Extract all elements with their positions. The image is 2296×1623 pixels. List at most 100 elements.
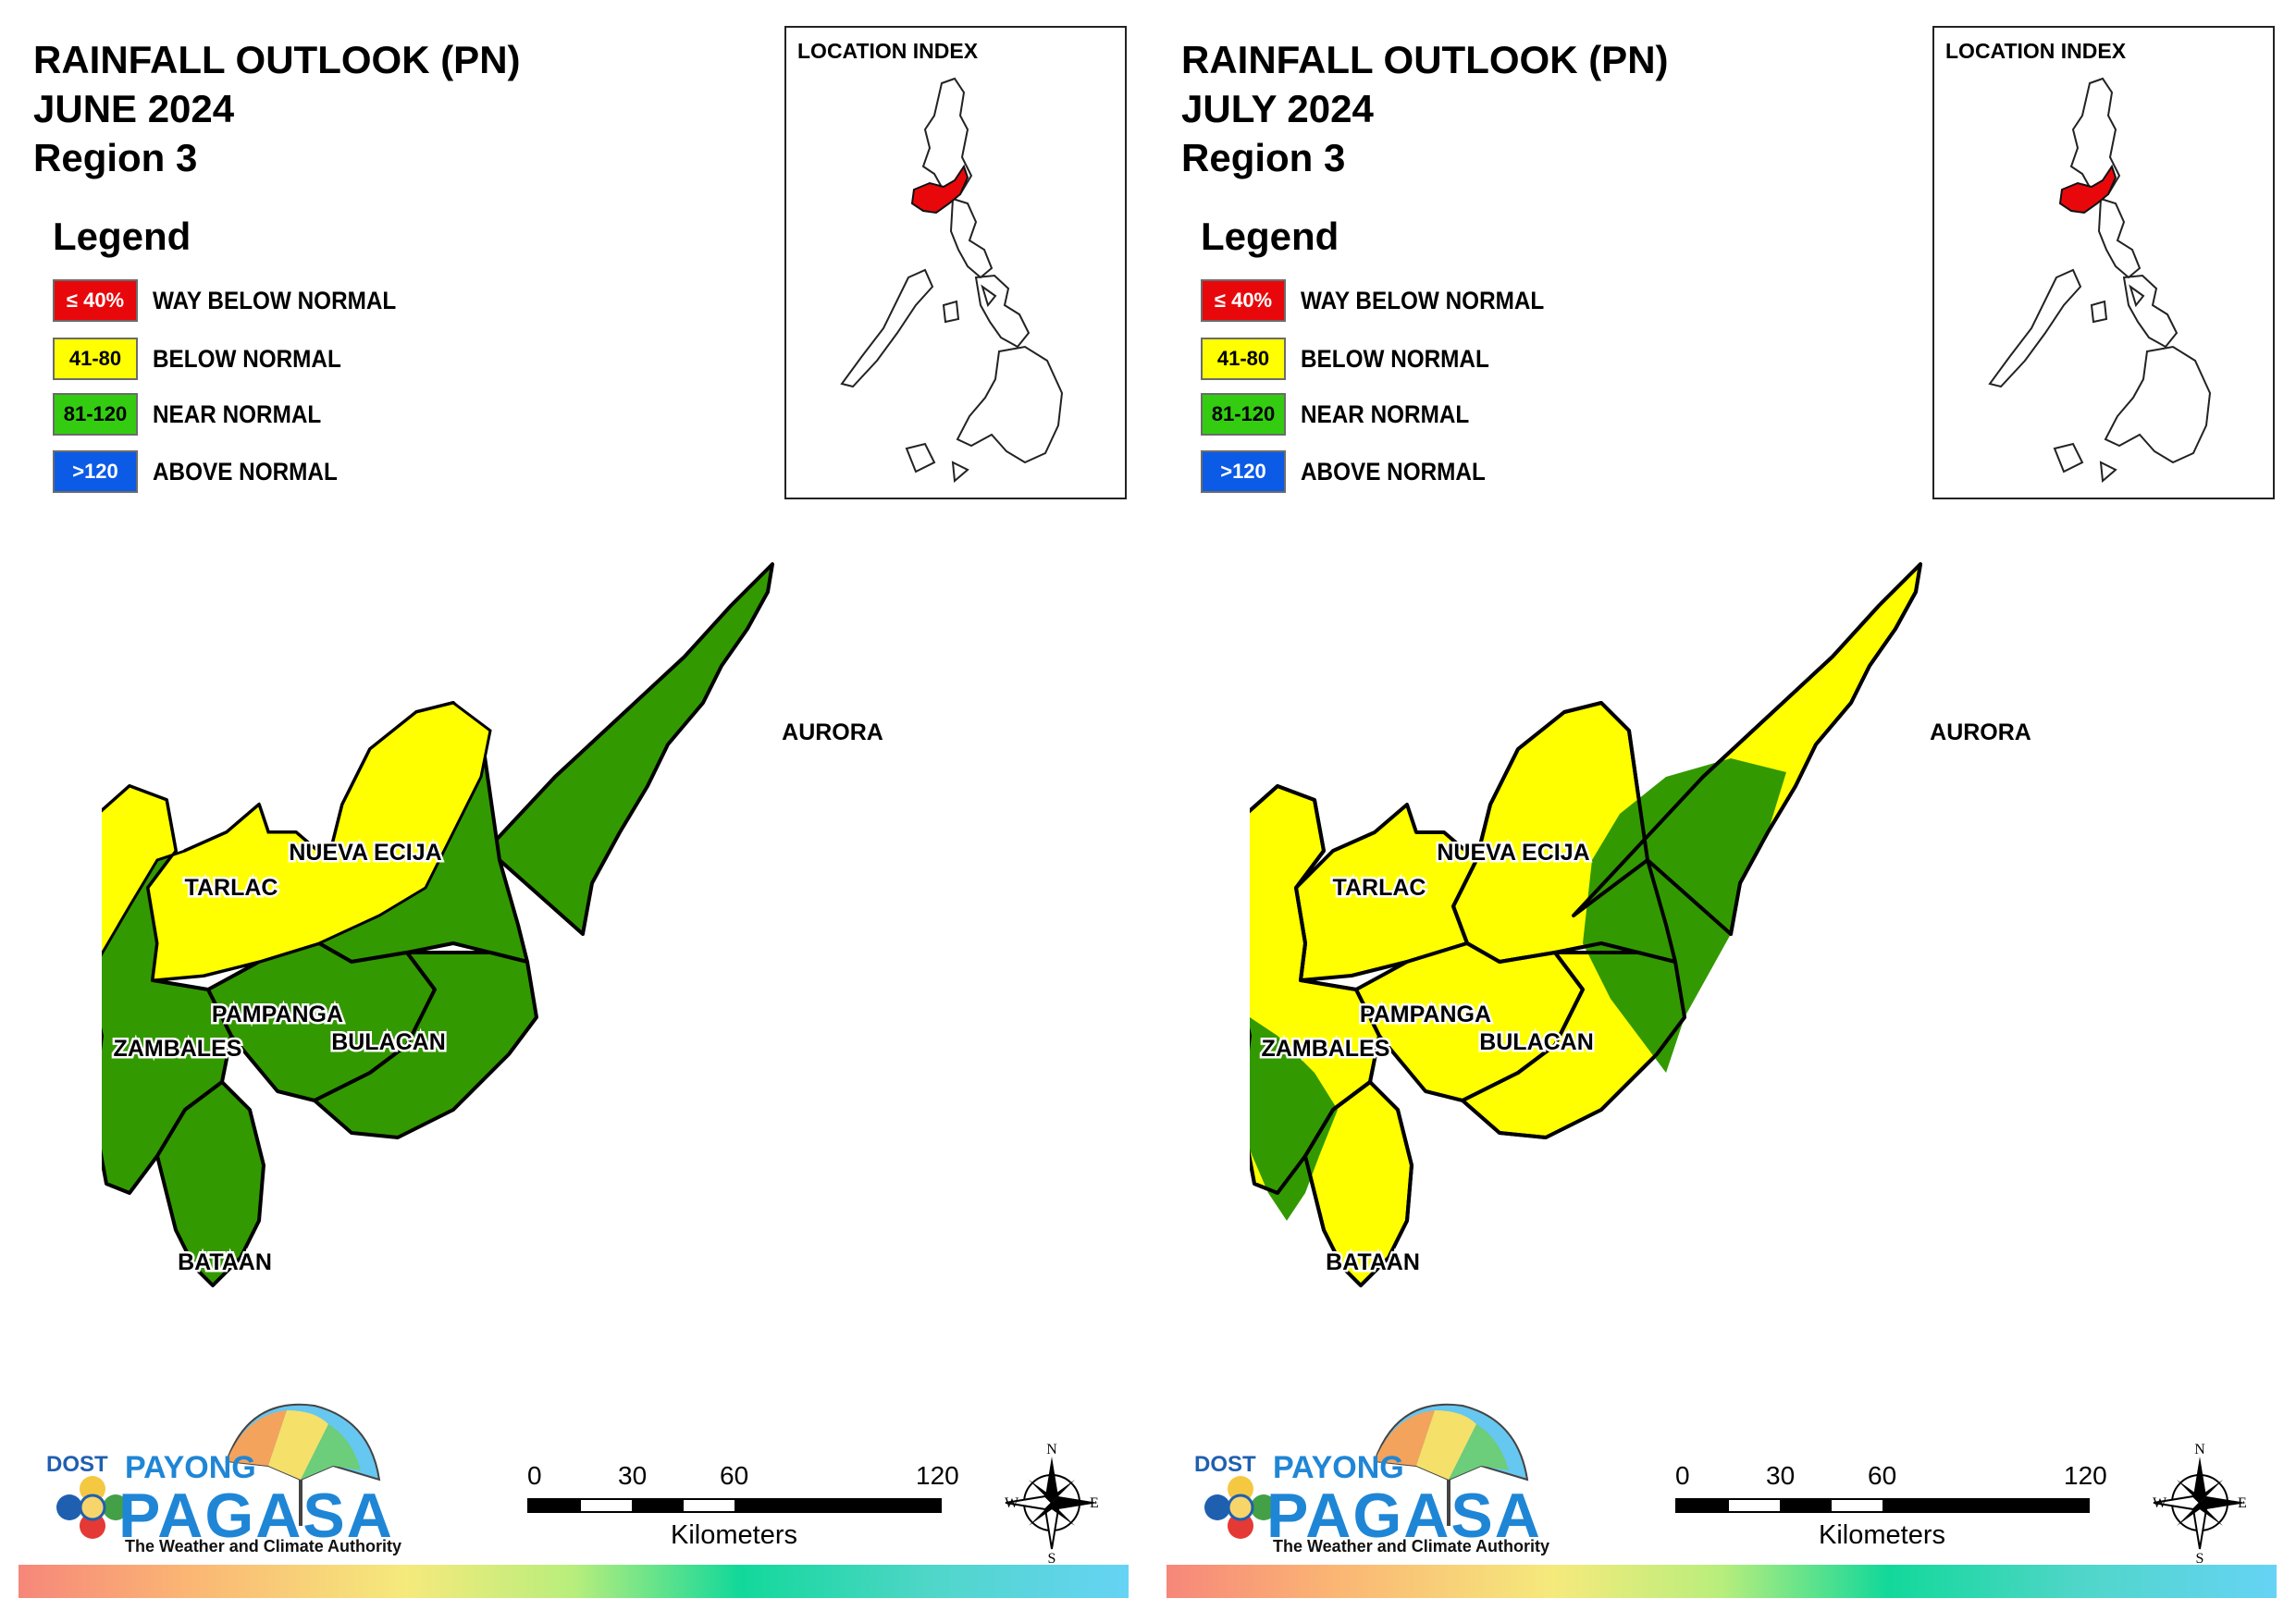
bulacan-label: BULACAN	[331, 1029, 446, 1055]
legend-label: BELOW NORMAL	[153, 344, 341, 373]
scale-tick-120: 120	[2064, 1461, 2107, 1490]
scale-tick-0: 0	[1675, 1461, 1690, 1490]
pagasa-label: PAGASA	[118, 1481, 394, 1551]
scale-unit: Kilometers	[1819, 1520, 1945, 1550]
dost-label: DOST	[1194, 1452, 1256, 1477]
legend-swatch: >120	[1201, 450, 1286, 493]
title-line-1: RAINFALL OUTLOOK (PN)	[33, 38, 521, 81]
legend-label: WAY BELOW NORMAL	[153, 286, 397, 314]
legend-swatch: 81-120	[1201, 393, 1286, 436]
legend-label: ABOVE NORMAL	[153, 457, 338, 486]
scale-tick-120: 120	[916, 1461, 959, 1490]
compass-w: W	[1005, 1495, 1019, 1511]
legend-title: Legend	[53, 215, 191, 258]
legend-label: ABOVE NORMAL	[1301, 457, 1486, 486]
aurora-region	[424, 562, 774, 936]
legend-item-near: 81-120 NEAR NORMAL	[53, 393, 340, 436]
legend-title: Legend	[1201, 215, 1339, 258]
compass-rose-icon: N S W E	[1001, 1442, 1103, 1567]
legend-item-above: >120 ABOVE NORMAL	[53, 450, 358, 493]
july-near-normal-southwest-zone	[1250, 1017, 1338, 1221]
title-line-2: JULY 2024	[1181, 87, 1374, 130]
june-province-map: AURORA NUEVA ECIJA TARLAC PAMPANGA ZAMBA…	[102, 562, 885, 1287]
footer-color-strip	[1167, 1565, 2277, 1598]
bataan-label: BATAAN	[1326, 1249, 1420, 1275]
legend-label: WAY BELOW NORMAL	[1301, 286, 1545, 314]
scale-bar-graphic	[1675, 1498, 2090, 1513]
compass-s: S	[1048, 1551, 1056, 1563]
tarlac-label: TARLAC	[185, 875, 278, 901]
title-line-3: Region 3	[1181, 136, 1346, 179]
scale-tick-60: 60	[1868, 1461, 1897, 1490]
philippines-index-map	[840, 77, 1064, 484]
zambales-label: ZAMBALES	[114, 1036, 242, 1062]
payong-label: PAYONG	[1273, 1450, 1404, 1485]
june-panel: RAINFALL OUTLOOK (PN) JUNE 2024 Region 3…	[19, 26, 1129, 1598]
legend-swatch: ≤ 40%	[1201, 279, 1286, 322]
bataan-label: BATAAN	[178, 1249, 272, 1275]
scale-tick-30: 30	[1766, 1461, 1796, 1490]
july-province-map: AURORA NUEVA ECIJA TARLAC PAMPANGA ZAMBA…	[1250, 562, 2033, 1287]
nueva-ecija-label: NUEVA ECIJA	[1437, 840, 1589, 866]
pagasa-logo: DOST PAYONG PAGASA The Weather and Clima…	[19, 1387, 407, 1563]
pampanga-label: PAMPANGA	[212, 1002, 343, 1027]
legend-item-way-below: ≤ 40% WAY BELOW NORMAL	[1201, 279, 1572, 322]
zambales-label: ZAMBALES	[1262, 1036, 1390, 1062]
location-index-box: LOCATION INDEX	[784, 26, 1127, 499]
nueva-ecija-label: NUEVA ECIJA	[289, 840, 441, 866]
scale-tick-60: 60	[720, 1461, 749, 1490]
compass-s: S	[2196, 1551, 2204, 1563]
legend-item-below: 41-80 BELOW NORMAL	[53, 338, 362, 380]
legend-item-near: 81-120 NEAR NORMAL	[1201, 393, 1488, 436]
compass-n: N	[1046, 1443, 1057, 1457]
scale-tick-30: 30	[618, 1461, 648, 1490]
tagline: The Weather and Climate Authority	[1273, 1537, 1550, 1555]
compass-e: E	[1090, 1495, 1099, 1511]
philippines-index-map	[1988, 77, 2212, 484]
july-near-normal-east-zone	[1583, 758, 1786, 1073]
location-index-title: LOCATION INDEX	[1945, 39, 2127, 63]
pagasa-logo: DOST PAYONG PAGASA The Weather and Clima…	[1167, 1387, 1555, 1563]
scale-bar-graphic	[527, 1498, 942, 1513]
compass-w: W	[2153, 1495, 2167, 1511]
location-index-title: LOCATION INDEX	[797, 39, 979, 63]
bulacan-region	[313, 951, 538, 1139]
map-title: RAINFALL OUTLOOK (PN) JUNE 2024 Region 3	[33, 35, 521, 182]
location-index-box: LOCATION INDEX	[1932, 26, 2275, 499]
title-line-2: JUNE 2024	[33, 87, 235, 130]
map-title: RAINFALL OUTLOOK (PN) JULY 2024 Region 3	[1181, 35, 1669, 182]
june-below-normal-zone	[102, 701, 492, 982]
scale-unit: Kilometers	[671, 1520, 797, 1550]
legend-label: NEAR NORMAL	[1301, 400, 1470, 428]
legend-label: NEAR NORMAL	[153, 400, 322, 428]
aurora-label: AURORA	[1930, 719, 2031, 745]
payong-label: PAYONG	[125, 1450, 256, 1485]
footer-color-strip	[19, 1565, 1129, 1598]
compass-rose-icon: N S W E	[2149, 1442, 2251, 1567]
legend-swatch: ≤ 40%	[53, 279, 138, 322]
title-line-3: Region 3	[33, 136, 198, 179]
scale-tick-0: 0	[527, 1461, 542, 1490]
pampanga-label: PAMPANGA	[1360, 1002, 1491, 1027]
legend-item-below: 41-80 BELOW NORMAL	[1201, 338, 1510, 380]
compass-n: N	[2194, 1443, 2205, 1457]
legend-label: BELOW NORMAL	[1301, 344, 1489, 373]
umbrella-icon	[1204, 1403, 1529, 1539]
legend-item-above: >120 ABOVE NORMAL	[1201, 450, 1506, 493]
legend-swatch: 81-120	[53, 393, 138, 436]
pagasa-label: PAGASA	[1266, 1481, 1542, 1551]
legend-swatch: 41-80	[53, 338, 138, 380]
tarlac-label: TARLAC	[1333, 875, 1426, 901]
compass-e: E	[2238, 1495, 2247, 1511]
umbrella-icon	[56, 1403, 381, 1539]
legend-item-way-below: ≤ 40% WAY BELOW NORMAL	[53, 279, 424, 322]
region-3-highlight	[2058, 164, 2117, 215]
bulacan-label: BULACAN	[1479, 1029, 1594, 1055]
dost-label: DOST	[46, 1452, 108, 1477]
region-3-highlight	[910, 164, 969, 215]
legend-swatch: 41-80	[1201, 338, 1286, 380]
title-line-1: RAINFALL OUTLOOK (PN)	[1181, 38, 1669, 81]
scale-bar: 0 30 60 120 Kilometers	[1675, 1461, 2119, 1563]
tagline: The Weather and Climate Authority	[125, 1537, 402, 1555]
legend-swatch: >120	[53, 450, 138, 493]
